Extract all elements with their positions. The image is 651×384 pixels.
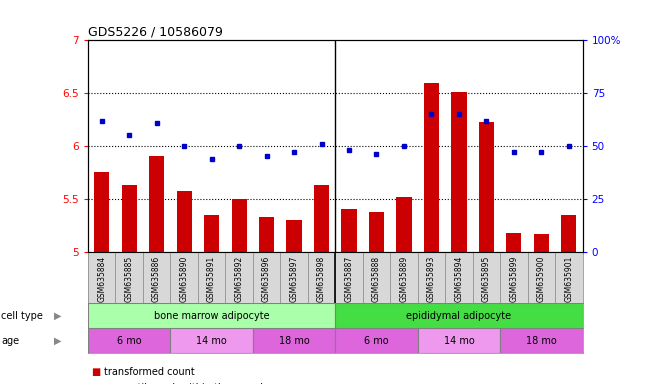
Bar [534, 233, 549, 252]
Text: GSM635897: GSM635897 [290, 256, 299, 302]
Bar [335, 303, 583, 328]
Text: epididymal adipocyte: epididymal adipocyte [406, 311, 512, 321]
Bar [335, 328, 418, 353]
Text: GSM635898: GSM635898 [317, 256, 326, 302]
Bar [259, 217, 274, 252]
Text: GSM635901: GSM635901 [564, 256, 574, 302]
Text: GSM635895: GSM635895 [482, 256, 491, 302]
Bar [479, 122, 494, 252]
Bar [500, 328, 583, 353]
Text: GDS5226 / 10586079: GDS5226 / 10586079 [88, 25, 223, 38]
Text: transformed count: transformed count [104, 367, 195, 377]
Text: bone marrow adipocyte: bone marrow adipocyte [154, 311, 270, 321]
Text: GSM635888: GSM635888 [372, 256, 381, 302]
Text: GSM635899: GSM635899 [510, 256, 518, 302]
Bar [171, 328, 253, 353]
Text: GSM635886: GSM635886 [152, 256, 161, 302]
Text: GSM635885: GSM635885 [124, 256, 133, 302]
Bar [369, 212, 384, 252]
Text: GSM635894: GSM635894 [454, 256, 464, 302]
Bar [561, 215, 577, 252]
Bar [286, 220, 301, 252]
Bar [232, 199, 247, 252]
Text: GSM635900: GSM635900 [537, 256, 546, 302]
Text: GSM635887: GSM635887 [344, 256, 353, 302]
Text: 18 mo: 18 mo [526, 336, 557, 346]
Text: 14 mo: 14 mo [443, 336, 475, 346]
Bar [88, 328, 171, 353]
Bar [424, 83, 439, 252]
Bar [418, 328, 500, 353]
Text: GSM635896: GSM635896 [262, 256, 271, 302]
Bar [253, 328, 335, 353]
Bar [451, 92, 467, 252]
Bar [314, 185, 329, 252]
Text: GSM635884: GSM635884 [97, 256, 106, 302]
Bar [204, 215, 219, 252]
Text: GSM635892: GSM635892 [234, 256, 243, 302]
Bar [149, 156, 164, 252]
Text: GSM635889: GSM635889 [400, 256, 408, 302]
Bar [176, 191, 191, 252]
Text: 18 mo: 18 mo [279, 336, 309, 346]
Bar [94, 172, 109, 252]
Bar [506, 233, 521, 252]
Text: 14 mo: 14 mo [196, 336, 227, 346]
Text: ■: ■ [91, 367, 100, 377]
Text: GSM635891: GSM635891 [207, 256, 216, 302]
Text: cell type: cell type [1, 311, 43, 321]
Bar [341, 209, 357, 252]
Text: age: age [1, 336, 20, 346]
Text: GSM635890: GSM635890 [180, 256, 189, 302]
Bar [88, 303, 335, 328]
Text: 6 mo: 6 mo [117, 336, 141, 346]
Text: GSM635893: GSM635893 [427, 256, 436, 302]
Bar [122, 185, 137, 252]
Text: percentile rank within the sample: percentile rank within the sample [104, 383, 269, 384]
Text: ■: ■ [91, 383, 100, 384]
Text: 6 mo: 6 mo [364, 336, 389, 346]
Text: ▶: ▶ [54, 311, 62, 321]
Text: ▶: ▶ [54, 336, 62, 346]
Bar [396, 197, 411, 252]
